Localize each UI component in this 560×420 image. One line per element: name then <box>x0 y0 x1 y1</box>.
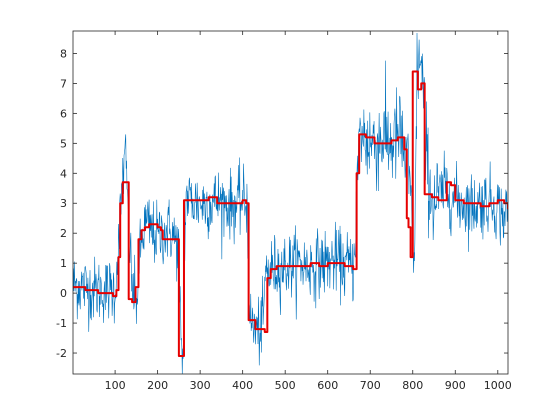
plot-area <box>72 30 509 375</box>
y-tick-label: 2 <box>60 227 67 240</box>
x-tick-label: 300 <box>190 379 211 392</box>
y-tick-label: 3 <box>60 197 67 210</box>
y-tick-label: 1 <box>60 257 67 270</box>
y-tick-label: -1 <box>56 317 67 330</box>
signal-series-line <box>73 32 508 374</box>
y-tick-label: 6 <box>60 107 67 120</box>
y-tick-label: 5 <box>60 137 67 150</box>
x-tick-label: 800 <box>402 379 423 392</box>
y-tick-label: 7 <box>60 77 67 90</box>
axes-box <box>72 30 509 375</box>
y-axis: -2 -1 0 1 2 3 4 5 6 7 8 <box>56 47 508 360</box>
x-tick-label: 1000 <box>484 379 512 392</box>
x-tick-label: 400 <box>232 379 253 392</box>
x-tick-label: 100 <box>105 379 126 392</box>
x-tick-label: 600 <box>317 379 338 392</box>
x-tick-label: 900 <box>445 379 466 392</box>
x-axis: 100 200 300 400 500 600 700 800 900 1000 <box>105 31 512 392</box>
step-fit-series-line <box>73 70 508 358</box>
axes-background <box>73 31 508 374</box>
series-layer <box>73 32 508 374</box>
y-tick-label: -2 <box>56 347 67 360</box>
x-tick-label: 700 <box>360 379 381 392</box>
x-tick-label: 200 <box>147 379 168 392</box>
y-tick-label: 4 <box>60 167 67 180</box>
y-tick-label: 0 <box>60 287 67 300</box>
y-tick-label: 8 <box>60 47 67 60</box>
x-tick-label: 500 <box>275 379 296 392</box>
